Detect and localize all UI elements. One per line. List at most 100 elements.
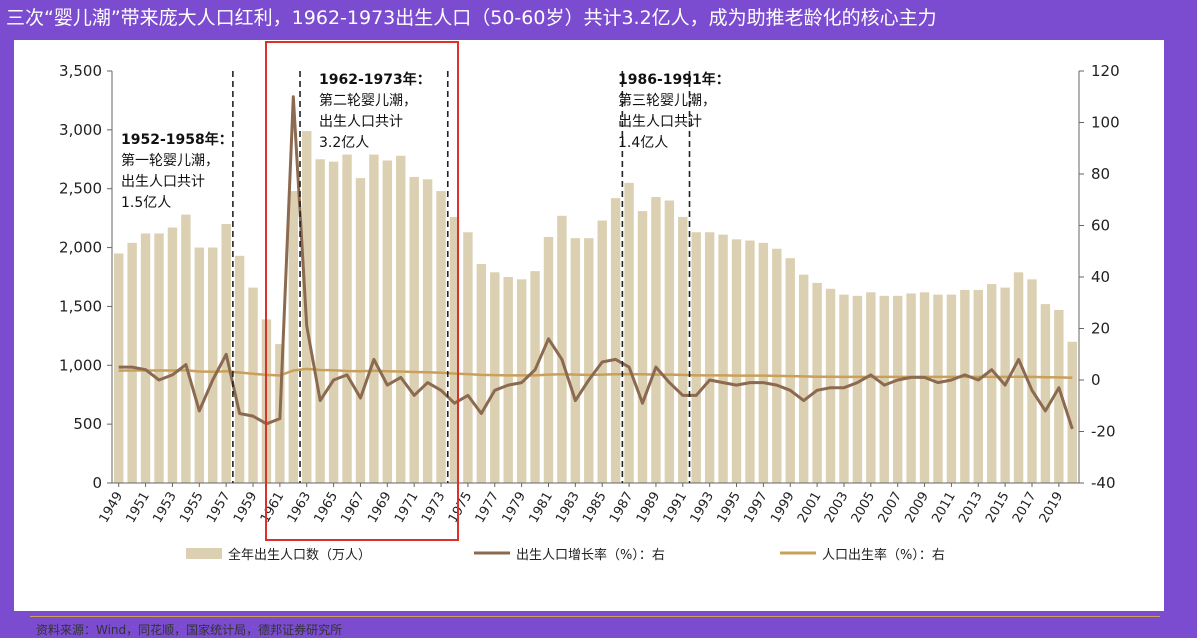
x-tick-label: 2017 bbox=[1010, 490, 1040, 526]
annotation-line: 出生人口共计 bbox=[319, 114, 403, 130]
bar bbox=[906, 293, 916, 483]
bar bbox=[879, 295, 889, 483]
bar bbox=[745, 240, 755, 483]
bar bbox=[248, 287, 258, 483]
bar bbox=[342, 154, 352, 483]
legend-label-bar: 全年出生人口数（万人） bbox=[228, 547, 371, 563]
y-tick-label-right: 60 bbox=[1091, 217, 1110, 235]
x-tick-label: 1973 bbox=[419, 490, 449, 526]
bar bbox=[140, 233, 151, 483]
x-tick-label: 1965 bbox=[312, 490, 342, 526]
x-tick-label: 1961 bbox=[258, 490, 288, 526]
x-tick-label: 1983 bbox=[553, 490, 583, 526]
bar bbox=[987, 284, 997, 483]
x-tick-label: 1955 bbox=[177, 490, 207, 526]
bar bbox=[503, 277, 513, 483]
bar bbox=[328, 161, 339, 483]
x-tick-label: 1967 bbox=[338, 490, 368, 526]
bar bbox=[1040, 304, 1051, 483]
x-tick-label: 1951 bbox=[124, 490, 154, 526]
x-tick-label: 1969 bbox=[365, 490, 395, 526]
x-tick-label: 1959 bbox=[231, 490, 261, 526]
bar bbox=[570, 238, 581, 483]
bar bbox=[584, 238, 594, 483]
source-note: 资料来源：Wind，同花顺，国家统计局，德邦证券研究所 bbox=[36, 623, 343, 637]
bar bbox=[127, 242, 137, 483]
bar bbox=[208, 247, 218, 483]
x-tick-label: 1975 bbox=[446, 490, 476, 526]
x-tick-label: 1985 bbox=[580, 490, 610, 526]
bar bbox=[960, 289, 970, 483]
bar bbox=[798, 274, 809, 483]
bar bbox=[181, 214, 191, 483]
x-tick-label: 2015 bbox=[983, 490, 1013, 526]
annotation-line: 第三轮婴儿潮， bbox=[618, 92, 716, 109]
x-tick-label: 2013 bbox=[956, 490, 986, 526]
bar bbox=[825, 288, 836, 483]
birth-chart: 0 500 1,000 1,500 2,000 2,500 3,000 3,500 -40 -20… bbox=[59, 41, 1120, 563]
bar bbox=[194, 247, 204, 483]
bar bbox=[315, 159, 325, 483]
x-tick-label: 1977 bbox=[473, 490, 503, 526]
annotation-line: 1962-1973年： bbox=[319, 71, 431, 88]
annotation-line: 1952-1958年： bbox=[121, 131, 233, 148]
bar bbox=[154, 233, 164, 483]
bar bbox=[973, 289, 983, 483]
bar bbox=[369, 154, 379, 483]
y-tick-label-left: 2,000 bbox=[59, 239, 102, 257]
y-tick-label-left: 500 bbox=[73, 415, 102, 433]
y-tick-label-right: 20 bbox=[1091, 320, 1110, 338]
x-tick-label: 2007 bbox=[876, 490, 906, 526]
bar bbox=[892, 295, 903, 483]
bar bbox=[624, 182, 634, 484]
bar bbox=[288, 191, 299, 483]
x-tick-label: 2003 bbox=[822, 490, 852, 526]
bar bbox=[718, 234, 728, 483]
bar bbox=[1067, 341, 1077, 483]
x-tick-label: 1981 bbox=[526, 490, 556, 526]
y-tick-label-right: 0 bbox=[1091, 371, 1101, 389]
bar bbox=[772, 248, 782, 483]
y-tick-label-right: 40 bbox=[1091, 268, 1110, 286]
x-tick-label: 1971 bbox=[392, 490, 422, 526]
bar bbox=[678, 216, 688, 484]
y-tick-label-left: 1,500 bbox=[59, 297, 102, 315]
bar bbox=[476, 264, 487, 483]
y-tick-label-right: -20 bbox=[1091, 423, 1116, 441]
y-tick-label-left: 0 bbox=[92, 474, 102, 492]
bar bbox=[543, 236, 554, 483]
bar bbox=[1054, 309, 1064, 483]
bar bbox=[530, 271, 540, 483]
bar bbox=[852, 295, 863, 483]
bar bbox=[234, 255, 245, 483]
x-tick-label: 1963 bbox=[285, 490, 315, 526]
x-tick-label: 1989 bbox=[634, 490, 664, 526]
bar bbox=[637, 211, 648, 483]
bar bbox=[557, 215, 567, 483]
y-tick-label-right: -40 bbox=[1091, 474, 1116, 492]
x-tick-label: 1953 bbox=[150, 490, 180, 526]
bar bbox=[933, 294, 943, 483]
x-tick-label: 1995 bbox=[714, 490, 744, 526]
bar bbox=[758, 242, 769, 483]
y-tick-label-left: 1,000 bbox=[59, 356, 102, 374]
y-tick-label-right: 80 bbox=[1091, 165, 1110, 183]
bar bbox=[597, 220, 607, 484]
bar bbox=[463, 232, 473, 483]
x-tick-label: 1957 bbox=[204, 490, 234, 526]
y-tick-label-right: 100 bbox=[1091, 114, 1120, 132]
bar bbox=[396, 155, 406, 484]
bar bbox=[167, 227, 178, 483]
bar bbox=[704, 232, 715, 483]
bar bbox=[731, 239, 742, 483]
annotation-line: 第二轮婴儿潮， bbox=[319, 92, 417, 109]
x-tick-label: 2011 bbox=[929, 490, 959, 526]
bar bbox=[355, 178, 366, 483]
page-title: 三次“婴儿潮”带来庞大人口红利，1962-1973出生人口（50-60岁）共计3… bbox=[6, 7, 937, 29]
legend-label-birthrate: 人口出生率（%）：右 bbox=[822, 547, 945, 563]
x-tick-label: 1979 bbox=[500, 490, 530, 526]
annotation-line: 3.2亿人 bbox=[319, 135, 369, 151]
bar bbox=[409, 176, 419, 483]
bar bbox=[436, 191, 446, 483]
annotation-line: 第一轮婴儿潮， bbox=[121, 152, 219, 169]
